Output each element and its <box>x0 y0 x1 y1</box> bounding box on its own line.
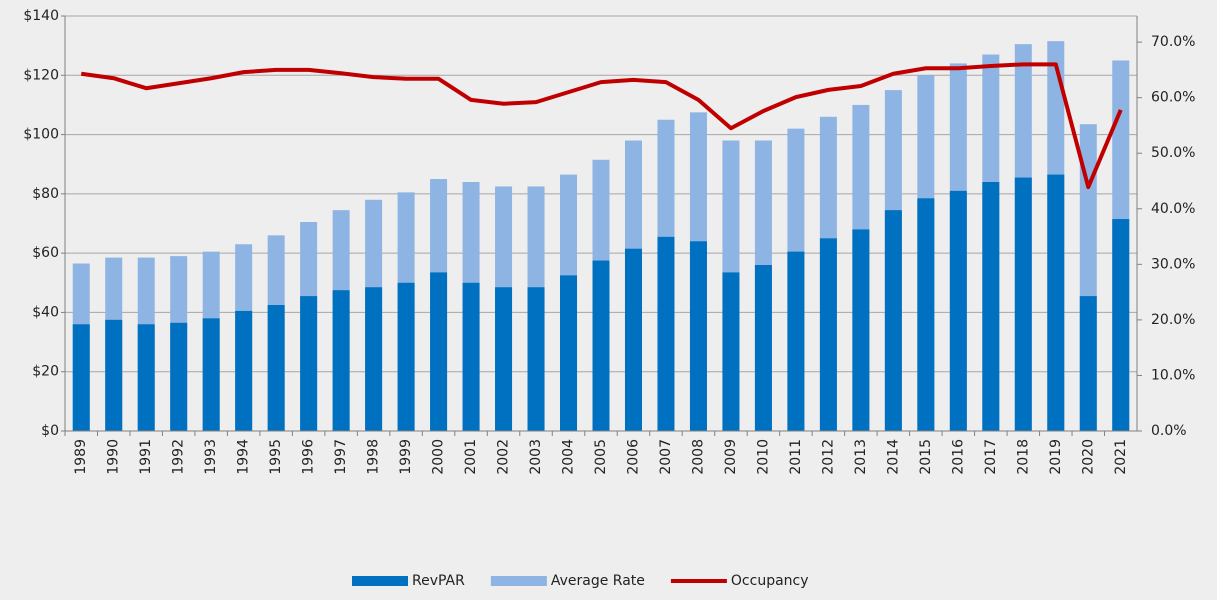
y-tick-label: $100 <box>23 127 59 143</box>
x-tick-label: 2006 <box>625 439 641 475</box>
legend-swatch <box>490 576 547 586</box>
bar <box>235 310 253 431</box>
y-tick-label: $0 <box>41 423 59 439</box>
bar <box>917 198 935 431</box>
y2-tick-label: 20.0% <box>1151 312 1195 328</box>
bar <box>787 251 805 431</box>
x-tick-label: 1998 <box>366 439 382 475</box>
y2-tick-label: 50.0% <box>1151 145 1195 161</box>
x-tick-label: 2015 <box>918 439 934 475</box>
bar <box>267 305 285 431</box>
y-tick-label: $140 <box>23 8 59 24</box>
x-tick-label: 1991 <box>138 439 154 475</box>
x-tick-label: 1997 <box>333 439 349 475</box>
bar <box>137 324 155 431</box>
bar <box>722 272 740 431</box>
legend-label: RevPAR <box>412 573 465 589</box>
x-tick-label: 2002 <box>496 439 512 475</box>
bar <box>1112 219 1130 431</box>
x-tick-label: 2009 <box>723 439 739 475</box>
x-tick-label: 2016 <box>950 439 966 475</box>
x-tick-label: 2013 <box>853 439 869 475</box>
y2-tick-label: 10.0% <box>1151 367 1195 383</box>
x-tick-label: 2004 <box>561 439 577 475</box>
y-tick-label: $120 <box>23 67 59 83</box>
y2-tick-label: 60.0% <box>1151 90 1195 106</box>
bar <box>624 248 642 431</box>
line <box>80 62 1123 190</box>
x-tick-label: 2021 <box>1113 439 1129 475</box>
bar <box>949 190 967 431</box>
y-tick-label: $40 <box>32 304 59 320</box>
x-tick-label: 2020 <box>1080 439 1096 475</box>
y-tick-label: $20 <box>32 364 59 380</box>
bar <box>852 229 870 431</box>
y2-tick-label: 0.0% <box>1151 423 1187 439</box>
bar <box>202 318 220 431</box>
x-tick-label: 2000 <box>431 439 447 475</box>
x-tick-label: 2008 <box>690 439 706 475</box>
bar <box>495 287 513 431</box>
bar <box>1047 174 1065 431</box>
y-tick-label: $60 <box>32 245 59 261</box>
bar <box>982 182 1000 431</box>
legend-swatch <box>352 576 408 586</box>
x-tick-label: 2005 <box>593 439 609 475</box>
bar <box>365 287 383 431</box>
bar <box>430 272 448 431</box>
x-tick-label: 1993 <box>203 439 219 475</box>
y2-tick-label: 70.0% <box>1151 34 1195 50</box>
y-tick-label: $80 <box>32 186 59 202</box>
bar <box>1014 177 1032 431</box>
x-tick-label: 2018 <box>1015 439 1031 475</box>
bar <box>689 241 707 431</box>
y2-tick-label: 30.0% <box>1151 256 1195 272</box>
bar <box>884 210 902 431</box>
bar <box>754 265 772 431</box>
legend-label: Occupancy <box>731 573 809 589</box>
x-tick-label: 1995 <box>268 439 284 475</box>
x-tick-label: 1990 <box>106 439 122 475</box>
bar <box>397 282 415 431</box>
bar <box>592 260 610 431</box>
x-tick-label: 2003 <box>528 439 544 475</box>
bar <box>105 319 123 431</box>
bar <box>657 236 675 431</box>
x-tick-label: 1999 <box>398 439 414 475</box>
bar <box>527 287 545 431</box>
x-tick-label: 2001 <box>463 439 479 475</box>
x-tick-label: 1994 <box>236 439 252 475</box>
x-tick-label: 2007 <box>658 439 674 475</box>
x-tick-label: 1992 <box>171 439 187 475</box>
x-tick-label: 2017 <box>983 439 999 475</box>
y2-tick-label: 40.0% <box>1151 201 1195 217</box>
bar <box>560 275 578 431</box>
x-tick-label: 2010 <box>755 439 771 475</box>
x-tick-label: 2019 <box>1048 439 1064 475</box>
x-tick-label: 1989 <box>73 439 89 475</box>
bar <box>462 282 480 431</box>
bar <box>300 296 318 431</box>
bar <box>819 238 837 431</box>
bar <box>72 324 90 431</box>
bar <box>170 322 188 431</box>
x-tick-label: 2014 <box>885 439 901 475</box>
legend-label: Average Rate <box>551 573 645 589</box>
x-tick-label: 1996 <box>301 439 317 475</box>
x-tick-label: 2012 <box>820 439 836 475</box>
x-tick-label: 2011 <box>788 439 804 475</box>
bar <box>332 290 350 431</box>
bar <box>1079 296 1097 431</box>
